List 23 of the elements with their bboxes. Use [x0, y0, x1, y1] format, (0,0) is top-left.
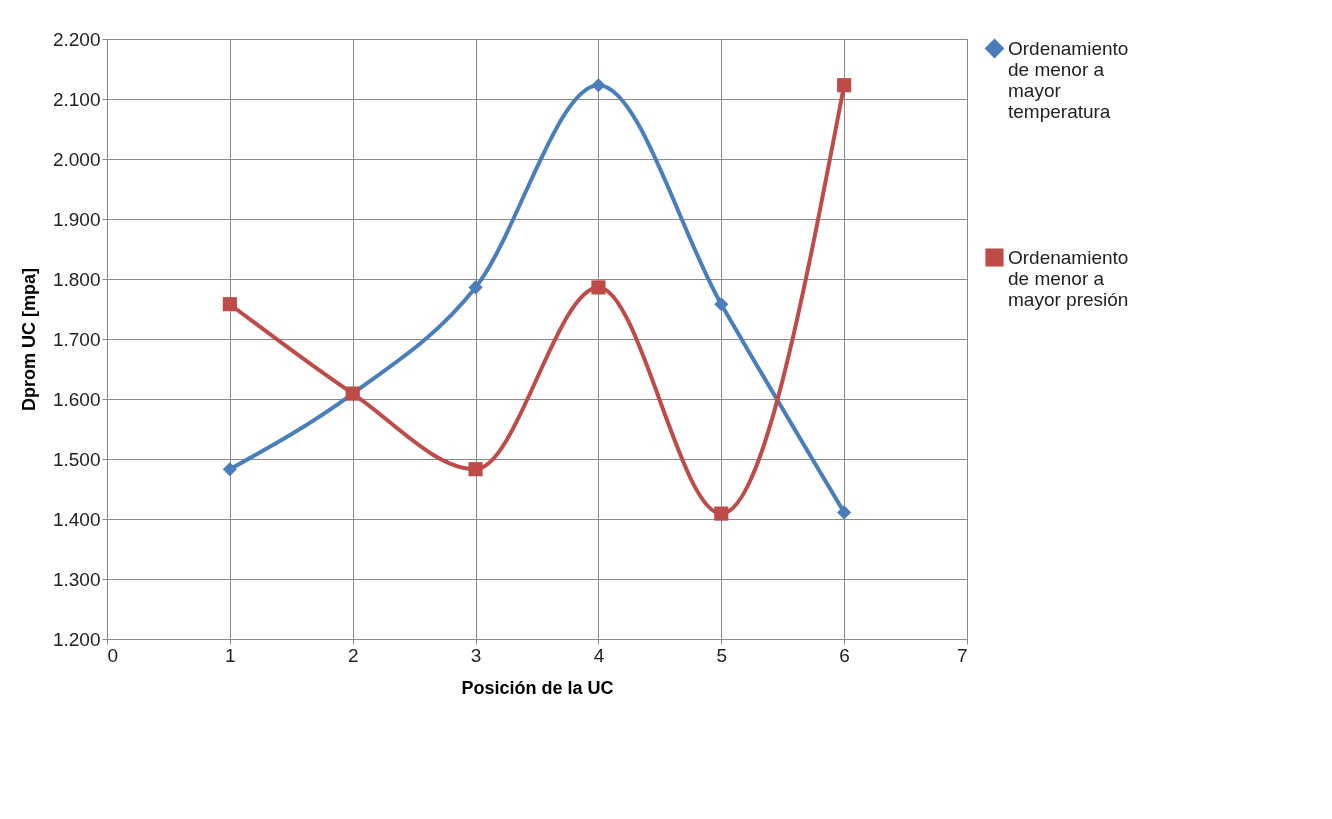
- x-tick-label: 6: [839, 644, 850, 666]
- y-tick-label: 1.300: [52, 568, 101, 590]
- y-tick-label: 1.400: [52, 508, 101, 530]
- legend-label: Ordenamiento de menor a mayor temperatura: [1008, 37, 1129, 122]
- x-axis-title: Posición de la UC: [461, 677, 614, 698]
- y-tick-label: 2.000: [52, 148, 101, 170]
- x-tick-label: 2: [347, 644, 359, 666]
- y-tick-label: 1.600: [52, 388, 101, 410]
- y-axis-title: Dprom UC [mpa]: [18, 268, 39, 411]
- y-tick-label: 2.200: [52, 28, 101, 50]
- y-tick-label: 1.700: [52, 328, 101, 350]
- y-tick-label: 1.800: [52, 268, 101, 290]
- x-tick-label: 1: [225, 644, 236, 666]
- y-tick-label: 1.200: [52, 628, 101, 650]
- x-tick-label: 5: [716, 644, 728, 666]
- legend-label: Ordenamiento de menor a mayor presión: [1008, 246, 1129, 310]
- x-tick-label: 3: [470, 644, 482, 666]
- y-tick-label: 1.900: [52, 208, 101, 230]
- y-tick-label: 2.100: [52, 88, 101, 110]
- x-tick-label: 4: [593, 644, 605, 666]
- y-tick-label: 1.500: [52, 448, 101, 470]
- x-tick-label: 7: [956, 644, 968, 666]
- x-tick-label: 0: [107, 644, 119, 666]
